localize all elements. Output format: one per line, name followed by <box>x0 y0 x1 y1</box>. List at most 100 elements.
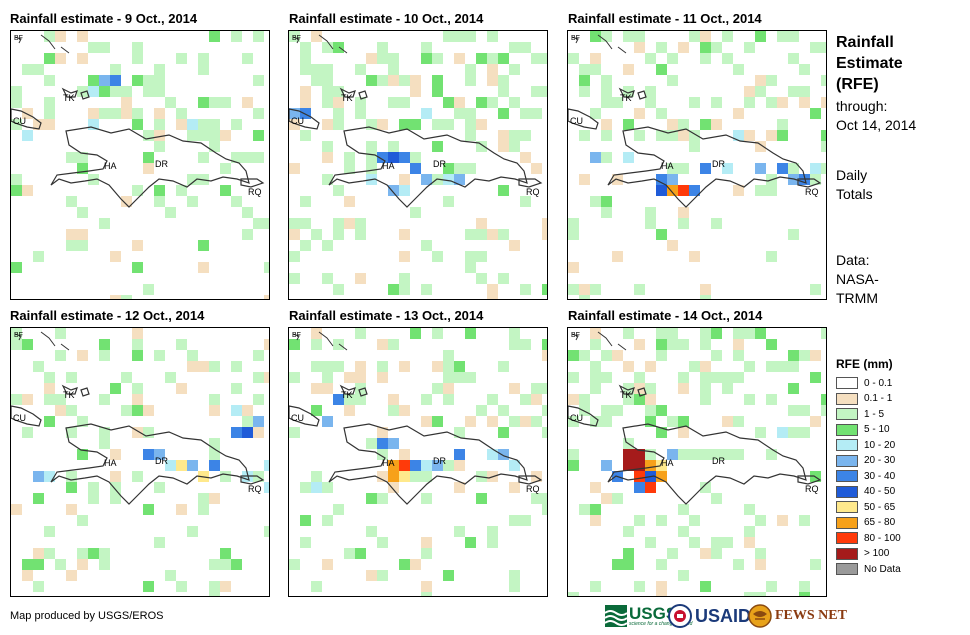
rainfall-cell <box>388 64 399 75</box>
rainfall-cell-intense <box>99 75 110 86</box>
rainfall-cell <box>755 592 766 596</box>
rainfall-cell <box>821 97 826 108</box>
rainfall-cell-intense <box>645 482 656 493</box>
rainfall-cell <box>711 97 722 108</box>
hispaniola-outline <box>50 126 250 208</box>
rainfall-cell <box>542 405 547 416</box>
rainfall-cell <box>678 119 689 130</box>
rainfall-cell <box>322 361 333 372</box>
rainfall-cell <box>399 449 410 460</box>
rainfall-cell-intense <box>44 471 55 482</box>
rainfall-cell <box>568 229 579 240</box>
rainfall-cell <box>711 548 722 559</box>
rainfall-cell <box>711 350 722 361</box>
rainfall-cell <box>11 97 22 108</box>
rainfall-cell <box>355 108 366 119</box>
rainfall-cell <box>711 493 722 504</box>
rainfall-cell <box>476 229 487 240</box>
rainfall-cell <box>542 53 547 64</box>
rainfall-cell <box>165 207 176 218</box>
rainfall-cell <box>810 372 821 383</box>
rainfall-cell <box>132 262 143 273</box>
rainfall-cell <box>509 570 520 581</box>
rainfall-cell <box>44 416 55 427</box>
rainfall-cell <box>366 570 377 581</box>
rainfall-cell <box>289 229 300 240</box>
rainfall-cell <box>377 53 388 64</box>
rainfall-cell <box>634 515 645 526</box>
rainfall-cell <box>99 218 110 229</box>
rainfall-cell <box>733 559 744 570</box>
rainfall-cell <box>333 218 344 229</box>
rainfall-cell <box>377 427 388 438</box>
rainfall-cell <box>487 53 498 64</box>
legend-item: 0.1 - 1 <box>836 392 892 406</box>
rainfall-cell <box>399 251 410 262</box>
rainfall-cell-intense <box>634 471 645 482</box>
rainfall-cell-intense <box>388 471 399 482</box>
rainfall-cell <box>711 372 722 383</box>
usgs-wave-icon <box>605 605 627 627</box>
rainfall-cell <box>755 515 766 526</box>
rainfall-cell <box>520 108 531 119</box>
rainfall-cell <box>399 75 410 86</box>
rainfall-cell-intense <box>88 86 99 97</box>
rainfall-cell <box>209 559 220 570</box>
rainfall-cell <box>154 196 165 207</box>
rainfall-cell <box>509 460 520 471</box>
rainfall-cell-intense <box>421 460 432 471</box>
rainfall-cell <box>99 394 110 405</box>
rainfall-cell-intense <box>399 471 410 482</box>
rainfall-cell <box>322 383 333 394</box>
map-panel-14oct: BF TK CU HA DR RQ <box>567 327 827 597</box>
rainfall-cell <box>410 471 421 482</box>
rainfall-cell <box>377 471 388 482</box>
rainfall-cell <box>77 515 88 526</box>
rainfall-cell <box>678 218 689 229</box>
rainfall-cell <box>700 581 711 592</box>
rainfall-cell <box>300 218 311 229</box>
rainfall-cell <box>634 284 645 295</box>
rainfall-cell <box>810 416 821 427</box>
rainfall-cell <box>777 427 788 438</box>
rainfall-cell <box>465 251 476 262</box>
rainfall-cell <box>634 339 645 350</box>
legend-item: 80 - 100 <box>836 531 901 545</box>
rainfall-cell <box>520 394 531 405</box>
rainfall-cell <box>209 438 220 449</box>
rainfall-cell <box>300 515 311 526</box>
rainfall-cell <box>154 130 165 141</box>
rainfall-cell <box>22 108 33 119</box>
rainfall-cell <box>377 449 388 460</box>
rainfall-cell <box>264 460 269 471</box>
rainfall-cell <box>568 262 579 273</box>
rainfall-cell <box>623 152 634 163</box>
rainfall-cell <box>498 53 509 64</box>
rainfall-cell <box>220 185 231 196</box>
rainfall-cell <box>700 339 711 350</box>
rainfall-cell <box>264 262 269 273</box>
panel-title-11oct: Rainfall estimate - 11 Oct., 2014 <box>568 11 762 26</box>
rfe-main-title: Rainfall Estimate (RFE) <box>836 34 903 93</box>
rainfall-cell <box>744 504 755 515</box>
rainfall-cell <box>322 141 333 152</box>
label-rq: RQ <box>526 484 540 494</box>
rainfall-cell <box>623 526 634 537</box>
rainfall-cell <box>355 361 366 372</box>
rainfall-cell <box>667 119 678 130</box>
rainfall-cell <box>667 240 678 251</box>
rainfall-cell <box>601 196 612 207</box>
rainfall-cell <box>242 416 253 427</box>
rainfall-cell <box>176 185 187 196</box>
rainfall-cell <box>77 207 88 218</box>
rainfall-cell <box>788 405 799 416</box>
rainfall-cell <box>667 130 678 141</box>
rainfall-cell <box>623 31 634 42</box>
cuba-outline <box>568 405 599 427</box>
rainfall-cell <box>344 372 355 383</box>
rainfall-cell <box>520 130 531 141</box>
rainfall-cell-intense <box>410 460 421 471</box>
rainfall-cell <box>755 141 766 152</box>
rainfall-cell <box>88 493 99 504</box>
rainfall-cell <box>799 86 810 97</box>
